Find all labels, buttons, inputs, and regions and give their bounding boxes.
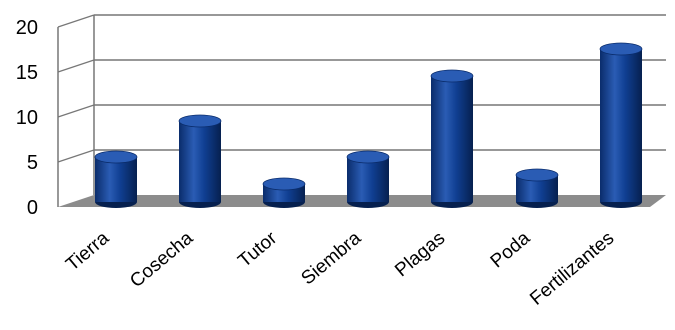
gridline-side — [57, 149, 95, 163]
gridlines — [57, 14, 666, 163]
bar-top — [178, 114, 222, 128]
y-tick-label: 10 — [16, 107, 38, 129]
x-tick-label: Tutor — [234, 227, 281, 272]
x-tick-label: Plagas — [391, 228, 449, 281]
bar-plagas — [430, 69, 474, 208]
gridline-side — [57, 104, 95, 118]
y-axis-ticks: 0 5 10 15 20 — [16, 17, 38, 219]
y-tick-label: 0 — [27, 197, 38, 219]
y-tick-label: 20 — [16, 17, 38, 39]
bar-top — [599, 42, 643, 56]
bar-top — [346, 150, 390, 164]
bar-body — [347, 157, 389, 202]
x-tick-label: Siembra — [298, 227, 366, 289]
x-tick-label: Fertilizantes — [526, 228, 618, 310]
bar-siembra — [346, 150, 390, 208]
bar-cosecha — [178, 114, 222, 208]
bar-body — [431, 76, 473, 202]
bar-fertilizantes — [599, 42, 643, 208]
bar-top — [430, 69, 474, 83]
bars — [94, 42, 643, 208]
gridline-side — [57, 59, 95, 73]
bar-tierra — [94, 150, 138, 208]
bar-body — [95, 157, 137, 202]
bar-top — [262, 177, 306, 191]
y-tick-label: 15 — [16, 62, 38, 84]
bar-body — [179, 121, 221, 202]
bar-top — [94, 150, 138, 164]
bar-tutor — [262, 177, 306, 208]
bar-body — [600, 49, 642, 202]
x-tick-label: Poda — [487, 227, 535, 272]
bar-top — [515, 168, 559, 182]
x-tick-label: Tierra — [62, 227, 113, 275]
y-tick-label: 5 — [27, 152, 38, 174]
x-axis-labels: Tierra Cosecha Tutor Siembra Plagas PodaFerti… — [62, 227, 618, 309]
x-tick-label: Cosecha — [126, 227, 197, 292]
bar-poda — [515, 168, 559, 208]
gridline-side — [57, 14, 95, 28]
